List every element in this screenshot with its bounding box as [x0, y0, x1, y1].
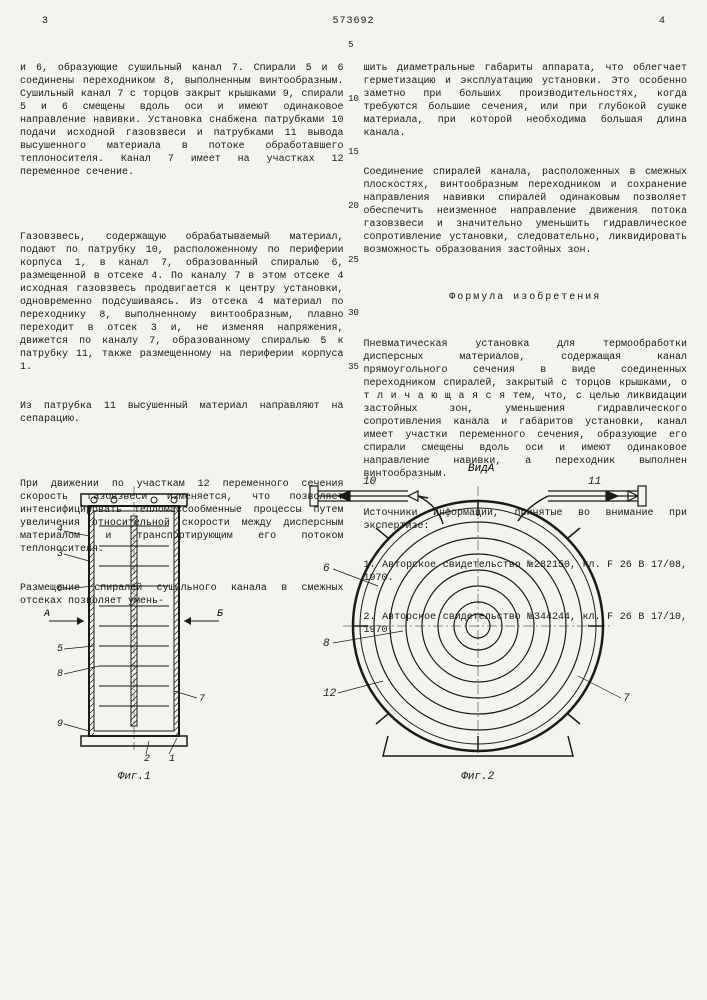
line-marker: 15 — [348, 147, 359, 159]
svg-text:1: 1 — [169, 754, 175, 765]
line-marker: 30 — [348, 308, 359, 320]
svg-text:4: 4 — [57, 524, 63, 535]
paragraph: Газовзвесь, содержащую обрабатываемый ма… — [20, 231, 344, 374]
svg-text:8: 8 — [57, 669, 63, 680]
line-marker: 25 — [348, 255, 359, 267]
fig1-label: Фиг.1 — [39, 770, 229, 784]
formula-title: Формула изобретения — [364, 291, 688, 304]
right-column: шить диаметральные габариты аппарата, чт… — [364, 36, 688, 436]
line-markers: 5 10 15 20 25 30 35 — [348, 40, 359, 374]
svg-text:12: 12 — [323, 688, 337, 700]
svg-text:Б: Б — [217, 609, 224, 620]
patent-number: 573692 — [70, 15, 637, 28]
svg-text:5: 5 — [57, 644, 63, 655]
line-marker: 10 — [348, 94, 359, 106]
svg-text:8: 8 — [323, 638, 330, 650]
paragraph: Из патрубка 11 высушенный материал напра… — [20, 400, 344, 426]
page-num-left: 3 — [20, 15, 70, 28]
svg-text:6: 6 — [57, 584, 63, 595]
svg-text:7: 7 — [623, 693, 630, 705]
svg-text:3: 3 — [57, 549, 63, 560]
page-header: 3 573692 4 — [20, 15, 687, 28]
figure-2: ВидА — [288, 456, 668, 784]
page-num-right: 4 — [637, 15, 687, 28]
paragraph: и 6, образующие сушильный канал 7. Спира… — [20, 62, 344, 179]
paragraph: Соединение спиралей канала, расположенны… — [364, 166, 688, 257]
fig2-svg: ВидА — [288, 456, 668, 766]
svg-text:10: 10 — [363, 476, 377, 488]
svg-text:11: 11 — [588, 476, 601, 488]
svg-text:9: 9 — [57, 719, 63, 730]
figure-1: А Б 4 3 6 5 8 9 7 2 1 Фиг.1 — [39, 476, 229, 784]
fig1-svg: А Б 4 3 6 5 8 9 7 2 1 — [39, 476, 229, 766]
line-marker: 5 — [348, 40, 359, 52]
figures-area: А Б 4 3 6 5 8 9 7 2 1 Фиг.1 ВидА — [20, 456, 687, 784]
line-marker: 35 — [348, 362, 359, 374]
paragraph: шить диаметральные габариты аппарата, чт… — [364, 62, 688, 140]
svg-text:2: 2 — [144, 754, 150, 765]
svg-text:А: А — [43, 609, 50, 620]
fig2-label: Фиг.2 — [288, 770, 668, 784]
svg-text:6: 6 — [323, 563, 330, 575]
line-marker: 20 — [348, 201, 359, 213]
view-label: ВидА — [468, 463, 495, 475]
left-column: и 6, образующие сушильный канал 7. Спира… — [20, 36, 344, 436]
svg-text:7: 7 — [199, 694, 205, 705]
